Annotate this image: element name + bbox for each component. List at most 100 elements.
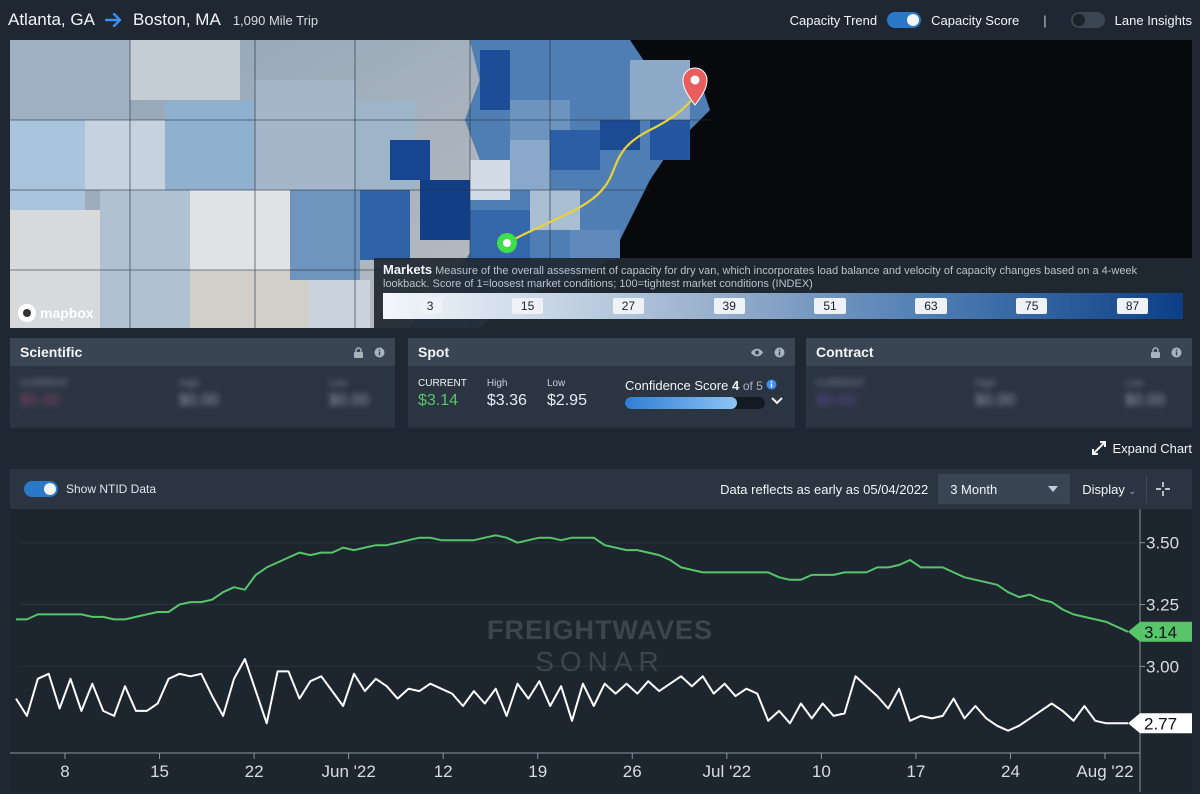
ntid-label: Show NTID Data: [66, 482, 157, 496]
last-value-tag-1: 2.77: [1128, 713, 1192, 734]
low-label: Low: [328, 378, 348, 389]
eye-icon[interactable]: [750, 347, 764, 358]
route-summary: Atlanta, GA Boston, MA 1,090 Mile Trip: [8, 10, 318, 30]
rate-chart-svg[interactable]: FREIGHTWAVES SONAR 3.50 3.25 3.00 8 15 22 Jun …: [10, 509, 1192, 792]
x-tick-label: Aug '22: [1076, 762, 1133, 781]
data-reflects-note: Data reflects as early as 05/04/2022: [720, 481, 929, 497]
legend-title: Markets: [383, 262, 433, 277]
current-rate: $0.00: [20, 392, 61, 409]
current-label: CURRENT: [20, 378, 69, 389]
lock-icon[interactable]: [1150, 346, 1161, 358]
y-tick-label: 3.00: [1146, 657, 1179, 676]
ntid-toggle[interactable]: [24, 481, 58, 497]
x-tick-label: Jun '22: [321, 762, 375, 781]
low-rate: $2.95: [546, 392, 587, 409]
x-tick-label: 17: [906, 762, 925, 781]
legend-tick: 75: [1016, 298, 1048, 314]
current-rate: $3.14: [418, 392, 459, 409]
expand-icon: [1091, 441, 1106, 455]
x-tick-label: 8: [60, 762, 69, 781]
origin-city: Atlanta, GA: [8, 10, 95, 29]
legend-tick: 15: [511, 298, 544, 314]
destination-city: Boston, MA: [132, 10, 221, 29]
confidence-value: 4: [731, 378, 740, 393]
high-label: High: [486, 378, 508, 389]
confidence-bar: [624, 397, 765, 409]
lane-insights-label: Lane Insights: [1114, 12, 1192, 28]
info-icon[interactable]: [374, 347, 385, 358]
capacity-map[interactable]: mapbox Markets Measure of the overall ass…: [10, 40, 1192, 328]
card-title: Scientific: [20, 344, 83, 360]
last-value-label: 2.77: [1144, 714, 1177, 733]
card-title: Contract: [816, 344, 874, 360]
capacity-score-label: Capacity Score: [931, 12, 1020, 28]
current-label: CURRENT: [816, 378, 865, 389]
trip-distance: 1,090 Mile Trip: [232, 12, 319, 28]
confidence-score: Confidence Score 4 of 5: [624, 378, 783, 410]
low-label: Low: [1124, 378, 1144, 389]
crosshair-button[interactable]: [1146, 475, 1178, 503]
crosshair-icon: [1155, 482, 1170, 496]
x-tick-label: 24: [1001, 762, 1020, 781]
mapbox-attribution[interactable]: mapbox: [18, 304, 94, 322]
info-icon[interactable]: [766, 379, 777, 390]
series-line-1[interactable]: [15, 658, 1128, 732]
x-tick-label: Jul '22: [703, 762, 752, 781]
arrow-right-icon: [104, 13, 122, 27]
info-icon[interactable]: [1171, 347, 1182, 358]
view-controls: Capacity Trend Capacity Score | Lane Ins…: [790, 12, 1192, 28]
high-rate: $0.00: [974, 392, 1015, 409]
high-rate: $0.00: [178, 392, 219, 409]
current-rate: $0.00: [816, 392, 857, 409]
last-value-label: 3.14: [1144, 623, 1177, 642]
destination-pin-icon[interactable]: [682, 67, 708, 106]
watermark-line-1: FREIGHTWAVES: [487, 615, 713, 645]
legend-tick: 27: [612, 298, 645, 314]
x-tick-label: 12: [434, 762, 453, 781]
time-range-select[interactable]: 3 Month: [938, 474, 1071, 504]
legend-tick: 39: [713, 298, 745, 314]
lane-header: Atlanta, GA Boston, MA 1,090 Mile Trip C…: [0, 0, 1200, 40]
low-label: Low: [546, 378, 566, 389]
lane-insights-toggle[interactable]: [1070, 12, 1105, 28]
x-tick-label: 26: [623, 762, 642, 781]
watermark: FREIGHTWAVES SONAR: [487, 615, 713, 677]
low-rate: $0.00: [328, 392, 369, 409]
y-tick-label: 3.50: [1146, 534, 1179, 553]
low-rate: $0.00: [1124, 392, 1165, 409]
info-icon[interactable]: [774, 347, 785, 358]
x-tick-label: 10: [812, 762, 831, 781]
card-title: Spot: [418, 344, 450, 360]
display-menu-button[interactable]: Display ⌄: [1082, 481, 1136, 497]
header-separator: |: [1043, 12, 1047, 28]
chart-toolbar: Show NTID Data Data reflects as early as…: [10, 469, 1192, 509]
x-tick-label: 19: [528, 762, 547, 781]
rate-chart[interactable]: FREIGHTWAVES SONAR 3.50 3.25 3.00 8 15 22 Jun …: [10, 509, 1192, 792]
markets-legend: Markets Measure of the overall assessment…: [374, 258, 1192, 328]
legend-tick: 51: [814, 298, 846, 314]
chevron-down-icon[interactable]: [771, 397, 783, 405]
legend-description: Markets Measure of the overall assessment…: [383, 262, 1138, 290]
caret-down-icon: [1048, 486, 1059, 492]
high-label: High: [178, 378, 200, 389]
confidence-fill: [624, 397, 737, 409]
legend-tick: 63: [915, 298, 947, 314]
legend-tick: 87: [1116, 298, 1149, 314]
map-canvas[interactable]: [10, 40, 1192, 328]
confidence-of: of 5: [742, 379, 763, 393]
current-label: CURRENT: [418, 378, 467, 389]
contract-rate-card: Contract CURRENT $0.00 High $0.00 Low $0.00: [806, 338, 1192, 428]
y-tick-label: 3.25: [1146, 596, 1179, 615]
lock-icon[interactable]: [353, 346, 364, 358]
x-tick-label: 15: [150, 762, 169, 781]
expand-chart-button[interactable]: Expand Chart: [1091, 440, 1192, 456]
watermark-line-2: SONAR: [535, 646, 665, 677]
confidence-label: Confidence Score: [624, 378, 729, 393]
x-tick-label: 22: [245, 762, 264, 781]
capacity-trend-label: Capacity Trend: [789, 12, 878, 28]
legend-tick: 3: [417, 298, 443, 314]
capacity-mode-toggle[interactable]: [887, 12, 922, 28]
series-line-0[interactable]: [16, 534, 1129, 633]
high-rate: $3.36: [486, 392, 527, 409]
spot-rate-card: Spot CURRENT $3.14 High $3.36 Low $2.95 Con…: [408, 338, 795, 428]
